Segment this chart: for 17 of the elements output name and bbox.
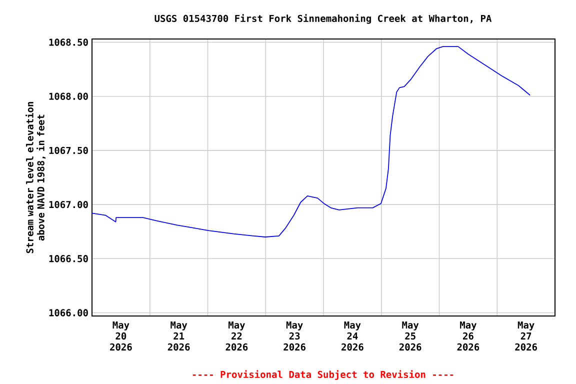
y-axis-title: Stream water level elevation above NAVD 1988, in feet: [26, 102, 46, 254]
x-tick-label: May 21 2026: [168, 322, 190, 351]
y-tick-label: 1067.00: [49, 200, 88, 208]
y-tick-label: 1068.00: [49, 92, 88, 100]
x-tick-label: May 24 2026: [342, 322, 364, 351]
y-tick-label: 1066.00: [49, 309, 88, 316]
x-tick-label: May 20 2026: [110, 322, 132, 351]
text: ---- Provisional Data Subject to Revision ----: [192, 370, 454, 380]
x-tick-label: May 27 2026: [515, 322, 537, 351]
x-tick-label: May 26 2026: [457, 322, 480, 351]
y-tick-label: 1068.50: [49, 38, 88, 46]
y-tick-label: 1067.50: [49, 146, 88, 154]
y-tick-label: 1066.50: [49, 255, 88, 262]
x-tick-label: May 25 2026: [399, 322, 422, 351]
x-tick-label: May 22 2026: [226, 322, 248, 351]
chart-title: USGS 01543700 First Fork Sinnemahoning Creek at Wharton, PA: [154, 14, 492, 24]
x-tick-label: May 23 2026: [284, 322, 306, 351]
